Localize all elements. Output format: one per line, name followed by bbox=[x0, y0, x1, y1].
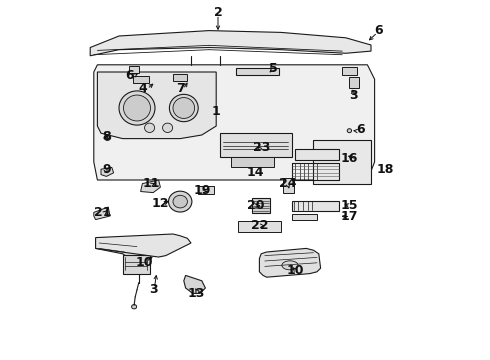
Ellipse shape bbox=[104, 135, 111, 140]
Text: 6: 6 bbox=[374, 24, 383, 37]
PathPatch shape bbox=[259, 248, 320, 277]
Text: 10: 10 bbox=[287, 264, 304, 276]
PathPatch shape bbox=[252, 198, 270, 213]
PathPatch shape bbox=[98, 72, 216, 139]
PathPatch shape bbox=[96, 234, 191, 257]
FancyBboxPatch shape bbox=[198, 186, 215, 194]
Text: 4: 4 bbox=[138, 82, 147, 95]
Text: 3: 3 bbox=[149, 283, 157, 296]
Text: 6: 6 bbox=[356, 123, 365, 136]
FancyBboxPatch shape bbox=[238, 221, 281, 232]
Ellipse shape bbox=[173, 98, 195, 118]
FancyBboxPatch shape bbox=[173, 74, 187, 81]
Ellipse shape bbox=[169, 191, 192, 212]
Text: 13: 13 bbox=[188, 287, 205, 300]
FancyBboxPatch shape bbox=[349, 77, 360, 88]
Text: 7: 7 bbox=[176, 82, 185, 95]
Ellipse shape bbox=[132, 305, 137, 309]
FancyBboxPatch shape bbox=[292, 201, 339, 211]
FancyBboxPatch shape bbox=[220, 133, 292, 157]
Text: 2: 2 bbox=[214, 6, 222, 19]
Text: 11: 11 bbox=[143, 177, 160, 190]
FancyBboxPatch shape bbox=[231, 157, 274, 167]
Text: 23: 23 bbox=[252, 141, 270, 154]
Text: 1: 1 bbox=[212, 105, 220, 118]
FancyBboxPatch shape bbox=[314, 140, 371, 184]
PathPatch shape bbox=[101, 167, 114, 176]
Text: 6: 6 bbox=[125, 69, 134, 82]
Text: 3: 3 bbox=[349, 89, 357, 102]
FancyBboxPatch shape bbox=[129, 66, 139, 73]
Ellipse shape bbox=[282, 261, 298, 270]
FancyBboxPatch shape bbox=[133, 76, 149, 83]
Ellipse shape bbox=[123, 95, 150, 121]
PathPatch shape bbox=[94, 207, 110, 220]
FancyBboxPatch shape bbox=[295, 149, 339, 160]
FancyBboxPatch shape bbox=[283, 178, 294, 193]
Ellipse shape bbox=[347, 129, 351, 133]
Ellipse shape bbox=[145, 123, 155, 132]
Ellipse shape bbox=[170, 94, 198, 122]
Text: 18: 18 bbox=[377, 163, 394, 176]
FancyBboxPatch shape bbox=[342, 67, 357, 75]
PathPatch shape bbox=[90, 31, 371, 56]
Text: 15: 15 bbox=[341, 199, 358, 212]
Text: 17: 17 bbox=[341, 210, 358, 222]
Text: 22: 22 bbox=[251, 219, 268, 231]
Ellipse shape bbox=[173, 195, 187, 208]
Ellipse shape bbox=[119, 91, 155, 125]
Text: 16: 16 bbox=[341, 152, 358, 165]
FancyBboxPatch shape bbox=[236, 68, 279, 75]
PathPatch shape bbox=[184, 275, 205, 293]
Text: 19: 19 bbox=[193, 184, 211, 197]
FancyBboxPatch shape bbox=[292, 214, 317, 220]
Text: 12: 12 bbox=[151, 197, 169, 210]
PathPatch shape bbox=[94, 65, 374, 180]
Text: 8: 8 bbox=[102, 130, 111, 143]
Text: 9: 9 bbox=[102, 163, 111, 176]
Text: 24: 24 bbox=[279, 177, 297, 190]
Text: 20: 20 bbox=[247, 199, 265, 212]
Text: 5: 5 bbox=[270, 62, 278, 75]
PathPatch shape bbox=[141, 180, 160, 193]
PathPatch shape bbox=[96, 238, 143, 257]
Text: 21: 21 bbox=[94, 206, 112, 219]
FancyBboxPatch shape bbox=[122, 255, 149, 274]
Ellipse shape bbox=[163, 123, 172, 132]
Text: 14: 14 bbox=[247, 166, 265, 179]
Text: 10: 10 bbox=[135, 256, 153, 269]
